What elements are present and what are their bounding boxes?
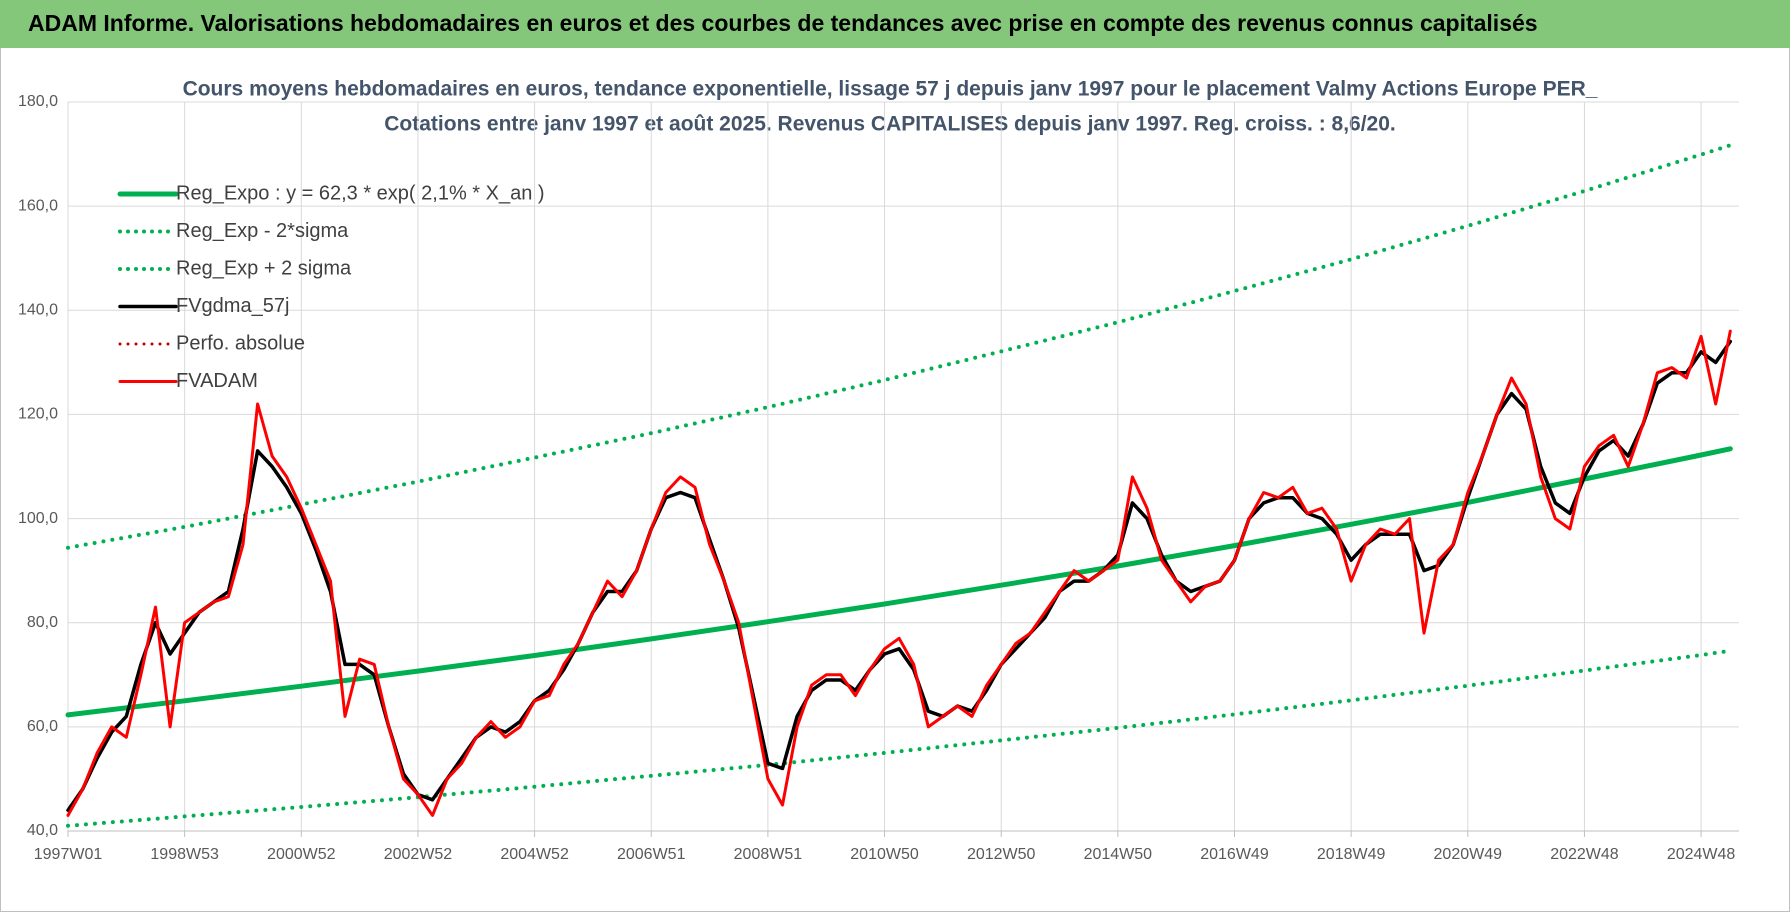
header-title: ADAM Informe. Valorisations hebdomadaire… [28, 10, 1538, 36]
x-tick-label: 2016W49 [1200, 846, 1269, 863]
y-tick-label: 80,0 [27, 614, 58, 631]
series-line [66, 143, 1733, 550]
legend-label: FVgdma_57j [176, 295, 289, 317]
x-tick-label: 1998W53 [150, 846, 219, 863]
x-tick-label: 2008W51 [734, 846, 803, 863]
x-tick-label: 2022W48 [1550, 846, 1619, 863]
x-tick-label: 2010W50 [850, 846, 919, 863]
legend-label: Reg_Expo : y = 62,3 * exp( 2,1% * X_an ) [176, 182, 545, 204]
y-tick-label: 40,0 [27, 822, 58, 839]
x-tick-label: 2004W52 [500, 846, 569, 863]
y-tick-label: 160,0 [18, 197, 58, 214]
y-tick-label: 100,0 [18, 510, 58, 527]
x-tick-label: 2014W50 [1084, 846, 1153, 863]
x-tick-label: 1997W01 [34, 846, 103, 863]
legend-label: Reg_Exp - 2*sigma [176, 220, 349, 242]
x-tick-label: 2012W50 [967, 846, 1036, 863]
y-tick-label: 120,0 [18, 406, 58, 423]
legend-label: FVADAM [176, 370, 258, 392]
series-line [66, 329, 1732, 817]
header-band [0, 0, 1790, 48]
legend-label: Perfo. absolue [176, 332, 305, 354]
y-tick-label: 60,0 [27, 718, 58, 735]
legend-label: Reg_Exp + 2 sigma [176, 257, 352, 279]
series-line [65, 446, 1733, 718]
x-tick-label: 2020W49 [1434, 846, 1503, 863]
series-line [66, 648, 1733, 828]
y-tick-label: 140,0 [18, 302, 58, 319]
chart-subtitle: Cotations entre janv 1997 et août 2025. … [384, 113, 1396, 136]
x-tick-label: 2000W52 [267, 846, 336, 863]
x-tick-label: 2006W51 [617, 846, 686, 863]
x-tick-label: 2024W48 [1667, 846, 1736, 863]
x-tick-label: 2002W52 [384, 846, 453, 863]
y-tick-label: 180,0 [18, 93, 58, 110]
x-tick-label: 2018W49 [1317, 846, 1386, 863]
chart-title: Cours moyens hebdomadaires en euros, ten… [183, 78, 1598, 101]
